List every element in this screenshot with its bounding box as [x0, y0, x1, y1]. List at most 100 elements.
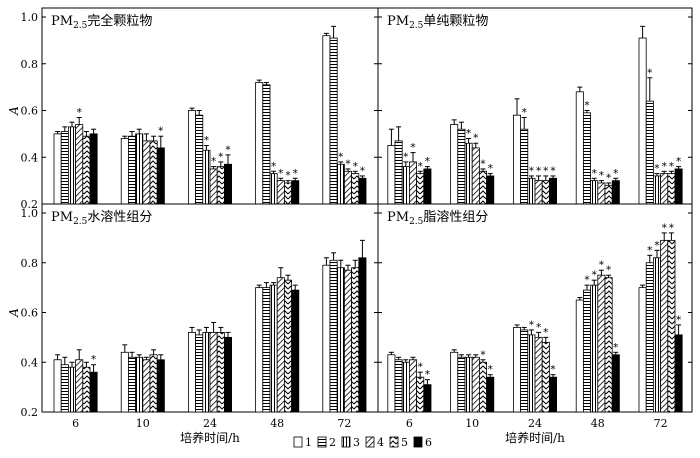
- bar: [520, 329, 529, 413]
- bar: [401, 361, 410, 413]
- bar: [195, 334, 204, 413]
- panel-title: PM2.5水溶性组分: [51, 210, 152, 227]
- bar: [209, 168, 218, 205]
- bar: [60, 364, 69, 413]
- x-tick-label: 10: [136, 417, 150, 430]
- bar: [262, 287, 271, 413]
- bar: [276, 180, 285, 205]
- bar: [450, 351, 459, 413]
- bar: [583, 289, 592, 413]
- significance-marker: *: [655, 164, 660, 175]
- bar: [358, 177, 367, 205]
- significance-marker: *: [655, 240, 660, 251]
- bar: [597, 274, 606, 413]
- bar: [202, 331, 211, 413]
- bar: [187, 331, 196, 413]
- legend-item-1: 1: [293, 436, 312, 449]
- bar: [216, 166, 225, 205]
- bar: [513, 114, 522, 205]
- significance-marker: *: [536, 166, 541, 177]
- bar: [464, 356, 473, 413]
- bar: [216, 331, 225, 413]
- bar: [590, 180, 599, 205]
- bar: [416, 376, 425, 413]
- significance-marker: *: [91, 355, 96, 366]
- significance-marker: *: [592, 270, 597, 281]
- bar: [82, 135, 91, 205]
- bar: [135, 356, 144, 413]
- bar: [638, 287, 647, 413]
- y-axis-label: A: [7, 308, 21, 318]
- significance-marker: *: [481, 159, 486, 170]
- bar: [611, 180, 620, 205]
- bar: [351, 173, 360, 205]
- significance-marker: *: [271, 161, 276, 172]
- legend-item-3: 3: [341, 436, 360, 449]
- bar: [394, 140, 403, 205]
- significance-marker: *: [606, 173, 611, 184]
- bar: [408, 359, 417, 413]
- bar: [471, 147, 480, 205]
- significance-marker: *: [585, 101, 590, 112]
- bar: [89, 133, 98, 205]
- bar: [478, 361, 487, 413]
- bar: [513, 327, 522, 413]
- bar: [149, 354, 158, 413]
- significance-marker: *: [662, 223, 667, 234]
- significance-marker: *: [293, 168, 298, 179]
- bar: [674, 168, 683, 205]
- bar: [645, 262, 654, 413]
- legend-swatch: [293, 436, 303, 448]
- bar: [660, 173, 669, 205]
- bar: [387, 354, 396, 413]
- significance-marker: *: [669, 161, 674, 172]
- legend-item-6: 6: [413, 436, 432, 449]
- significance-marker: *: [425, 157, 430, 168]
- bar: [387, 145, 396, 205]
- significance-marker: *: [204, 136, 209, 147]
- bar: [358, 257, 367, 413]
- bar: [549, 376, 558, 413]
- bar: [667, 173, 676, 205]
- significance-marker: *: [662, 161, 667, 172]
- significance-marker: *: [599, 260, 604, 271]
- legend-label: 4: [377, 436, 384, 449]
- panel-title: PM2.5单纯颗粒物: [387, 14, 488, 31]
- significance-marker: *: [425, 370, 430, 381]
- significance-marker: *: [411, 143, 416, 154]
- legend-swatch: [389, 436, 399, 448]
- legend-label: 5: [401, 436, 408, 449]
- y-tick-label: 0.8: [21, 58, 39, 71]
- bar: [423, 384, 432, 413]
- x-tick-label: 48: [591, 417, 605, 430]
- bar: [142, 140, 151, 205]
- x-tick-label: 48: [270, 417, 284, 430]
- significance-marker: *: [551, 166, 556, 177]
- bar: [135, 133, 144, 205]
- bar: [527, 177, 536, 205]
- bar: [322, 264, 331, 413]
- legend-item-2: 2: [317, 436, 336, 449]
- significance-marker: *: [676, 315, 681, 326]
- significance-marker: *: [488, 164, 493, 175]
- bar: [269, 284, 278, 413]
- bar: [450, 124, 459, 205]
- bar: [645, 100, 654, 205]
- bar: [534, 180, 543, 205]
- bar: [408, 161, 417, 205]
- significance-marker: *: [403, 152, 408, 163]
- legend-swatch: [365, 436, 375, 448]
- bar: [120, 351, 129, 413]
- significance-marker: *: [338, 152, 343, 163]
- bar: [276, 277, 285, 413]
- significance-marker: *: [353, 161, 358, 172]
- x-tick-label: 72: [654, 417, 668, 430]
- bar: [291, 289, 300, 413]
- significance-marker: *: [599, 171, 604, 182]
- significance-marker: *: [158, 126, 163, 137]
- legend-item-5: 5: [389, 436, 408, 449]
- bar: [142, 359, 151, 413]
- x-tick-label: 10: [465, 417, 479, 430]
- bar: [423, 168, 432, 205]
